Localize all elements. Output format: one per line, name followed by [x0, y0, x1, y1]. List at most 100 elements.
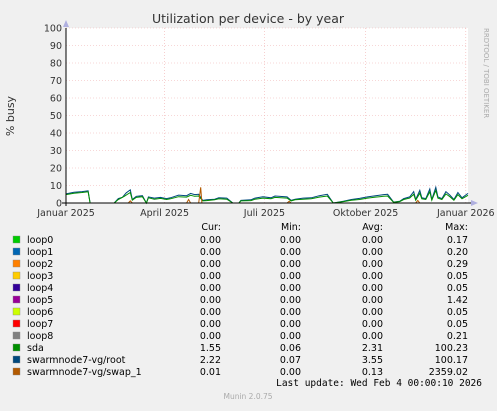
- legend-value-avg: 0.00: [362, 271, 383, 282]
- legend-value-avg: 0.00: [362, 283, 383, 294]
- legend-swatch: [12, 283, 21, 292]
- x-axis-arrow: [471, 200, 478, 206]
- last-update: Last update: Wed Feb 4 00:00:10 2026: [276, 378, 482, 389]
- legend-header: Avg:: [362, 222, 383, 233]
- legend-value-cur: 0.00: [200, 259, 221, 270]
- legend-value-max: 0.20: [447, 247, 468, 258]
- legend-value-cur: 0.01: [200, 367, 221, 378]
- legend-value-avg: 3.55: [362, 355, 383, 366]
- legend-value-cur: 0.00: [200, 295, 221, 306]
- y-tick-label: 50: [50, 111, 62, 122]
- legend-series-name: swarmnode7-vg/swap_1: [27, 367, 142, 378]
- x-tick-label: April 2025: [140, 208, 189, 219]
- legend-swatch: [12, 295, 21, 304]
- legend-value-max: 0.05: [447, 283, 468, 294]
- legend-value-avg: 2.31: [362, 343, 383, 354]
- y-axis-ticks: 0 10 20 30 40 50 60 70 80 90 100: [44, 24, 62, 210]
- y-axis-arrow: [63, 20, 69, 27]
- series-lines: [65, 185, 469, 205]
- legend-value-cur: 0.00: [200, 319, 221, 330]
- x-axis-ticks: Januar 2025 April 2025 Juli 2025 Oktober 20…: [36, 208, 494, 219]
- y-tick-label: 70: [50, 76, 62, 87]
- y-axis-label: % busy: [4, 95, 17, 136]
- legend-series-name: loop2: [27, 259, 53, 270]
- legend-value-avg: 0.00: [362, 259, 383, 270]
- legend-series-name: loop0: [27, 235, 53, 246]
- y-tick-label: 10: [50, 181, 62, 192]
- legend-value-max: 0.29: [447, 259, 468, 270]
- legend-value-cur: 0.00: [200, 283, 221, 294]
- legend-value-min: 0.00: [280, 271, 301, 282]
- legend-value-avg: 0.00: [362, 247, 383, 258]
- y-tick-label: 60: [50, 94, 62, 105]
- legend-value-cur: 0.00: [200, 247, 221, 258]
- x-tick-label: Oktober 2025: [333, 208, 399, 219]
- legend-value-max: 0.17: [447, 235, 468, 246]
- legend-value-avg: 0.00: [362, 295, 383, 306]
- legend-swatch: [12, 343, 21, 352]
- legend-series-name: loop4: [27, 283, 53, 294]
- legend-swatch: [12, 319, 21, 328]
- legend-series-name: loop8: [27, 331, 53, 342]
- rrdtool-side-label: RRDTOOL / TOBI OETIKER: [482, 28, 490, 118]
- legend-swatch: [12, 247, 21, 256]
- legend-value-max: 2359.02: [429, 367, 468, 378]
- y-tick-label: 40: [50, 129, 62, 140]
- legend-value-cur: 0.00: [200, 331, 221, 342]
- legend-value-cur: 0.00: [200, 271, 221, 282]
- legend-value-min: 0.00: [280, 307, 301, 318]
- legend-value-min: 0.00: [280, 295, 301, 306]
- y-tick-label: 0: [56, 199, 62, 210]
- legend-value-cur: 1.55: [200, 343, 221, 354]
- x-tick-label: Januar 2026: [436, 208, 495, 219]
- legend-header: Min:: [281, 222, 301, 233]
- y-tick-label: 100: [44, 24, 62, 35]
- x-tick-label: Januar 2025: [36, 208, 95, 219]
- series-line-swarmnode7-vg-swap-1: [66, 187, 468, 204]
- legend: Cur: Min: Avg: Max:loop0 0.00 0.00 0.00 0.17loo…: [12, 222, 468, 378]
- legend-swatch: [12, 355, 21, 364]
- legend-header: Max:: [445, 222, 468, 233]
- legend-swatch: [12, 331, 21, 340]
- x-tick-label: Juli 2025: [243, 208, 285, 219]
- legend-series-name: loop1: [27, 247, 53, 258]
- series-line-swarmnode7-vg-root: [65, 185, 469, 205]
- legend-value-min: 0.00: [280, 247, 301, 258]
- legend-value-max: 0.05: [447, 319, 468, 330]
- legend-swatch: [12, 271, 21, 280]
- y-tick-label: 30: [50, 146, 62, 157]
- legend-value-max: 1.42: [447, 295, 468, 306]
- legend-value-min: 0.06: [280, 343, 301, 354]
- legend-series-name: loop3: [27, 271, 53, 282]
- legend-swatch: [12, 259, 21, 268]
- legend-value-max: 0.05: [447, 271, 468, 282]
- legend-value-avg: 0.00: [362, 235, 383, 246]
- legend-value-min: 0.00: [280, 283, 301, 294]
- legend-value-min: 0.00: [280, 367, 301, 378]
- chart-title: Utilization per device - by year: [152, 11, 345, 26]
- legend-value-min: 0.00: [280, 319, 301, 330]
- legend-value-min: 0.00: [280, 259, 301, 270]
- legend-value-avg: 0.00: [362, 331, 383, 342]
- legend-value-cur: 0.00: [200, 235, 221, 246]
- legend-series-name: swarmnode7-vg/root: [27, 355, 126, 366]
- legend-value-avg: 0.13: [362, 367, 383, 378]
- y-tick-label: 90: [50, 41, 62, 52]
- legend-series-name: loop7: [27, 319, 53, 330]
- legend-value-min: 0.00: [280, 331, 301, 342]
- y-tick-label: 80: [50, 59, 62, 70]
- legend-value-max: 0.21: [447, 331, 468, 342]
- legend-swatch: [12, 367, 21, 376]
- legend-value-avg: 0.00: [362, 319, 383, 330]
- legend-series-name: loop6: [27, 307, 53, 318]
- legend-swatch: [12, 235, 21, 244]
- legend-value-min: 0.00: [280, 235, 301, 246]
- legend-swatch: [12, 307, 21, 316]
- munin-version-footer: Munin 2.0.75: [223, 392, 272, 401]
- legend-value-max: 0.05: [447, 307, 468, 318]
- series-line-sda: [65, 188, 469, 205]
- legend-value-max: 100.23: [435, 343, 468, 354]
- legend-value-max: 100.17: [435, 355, 468, 366]
